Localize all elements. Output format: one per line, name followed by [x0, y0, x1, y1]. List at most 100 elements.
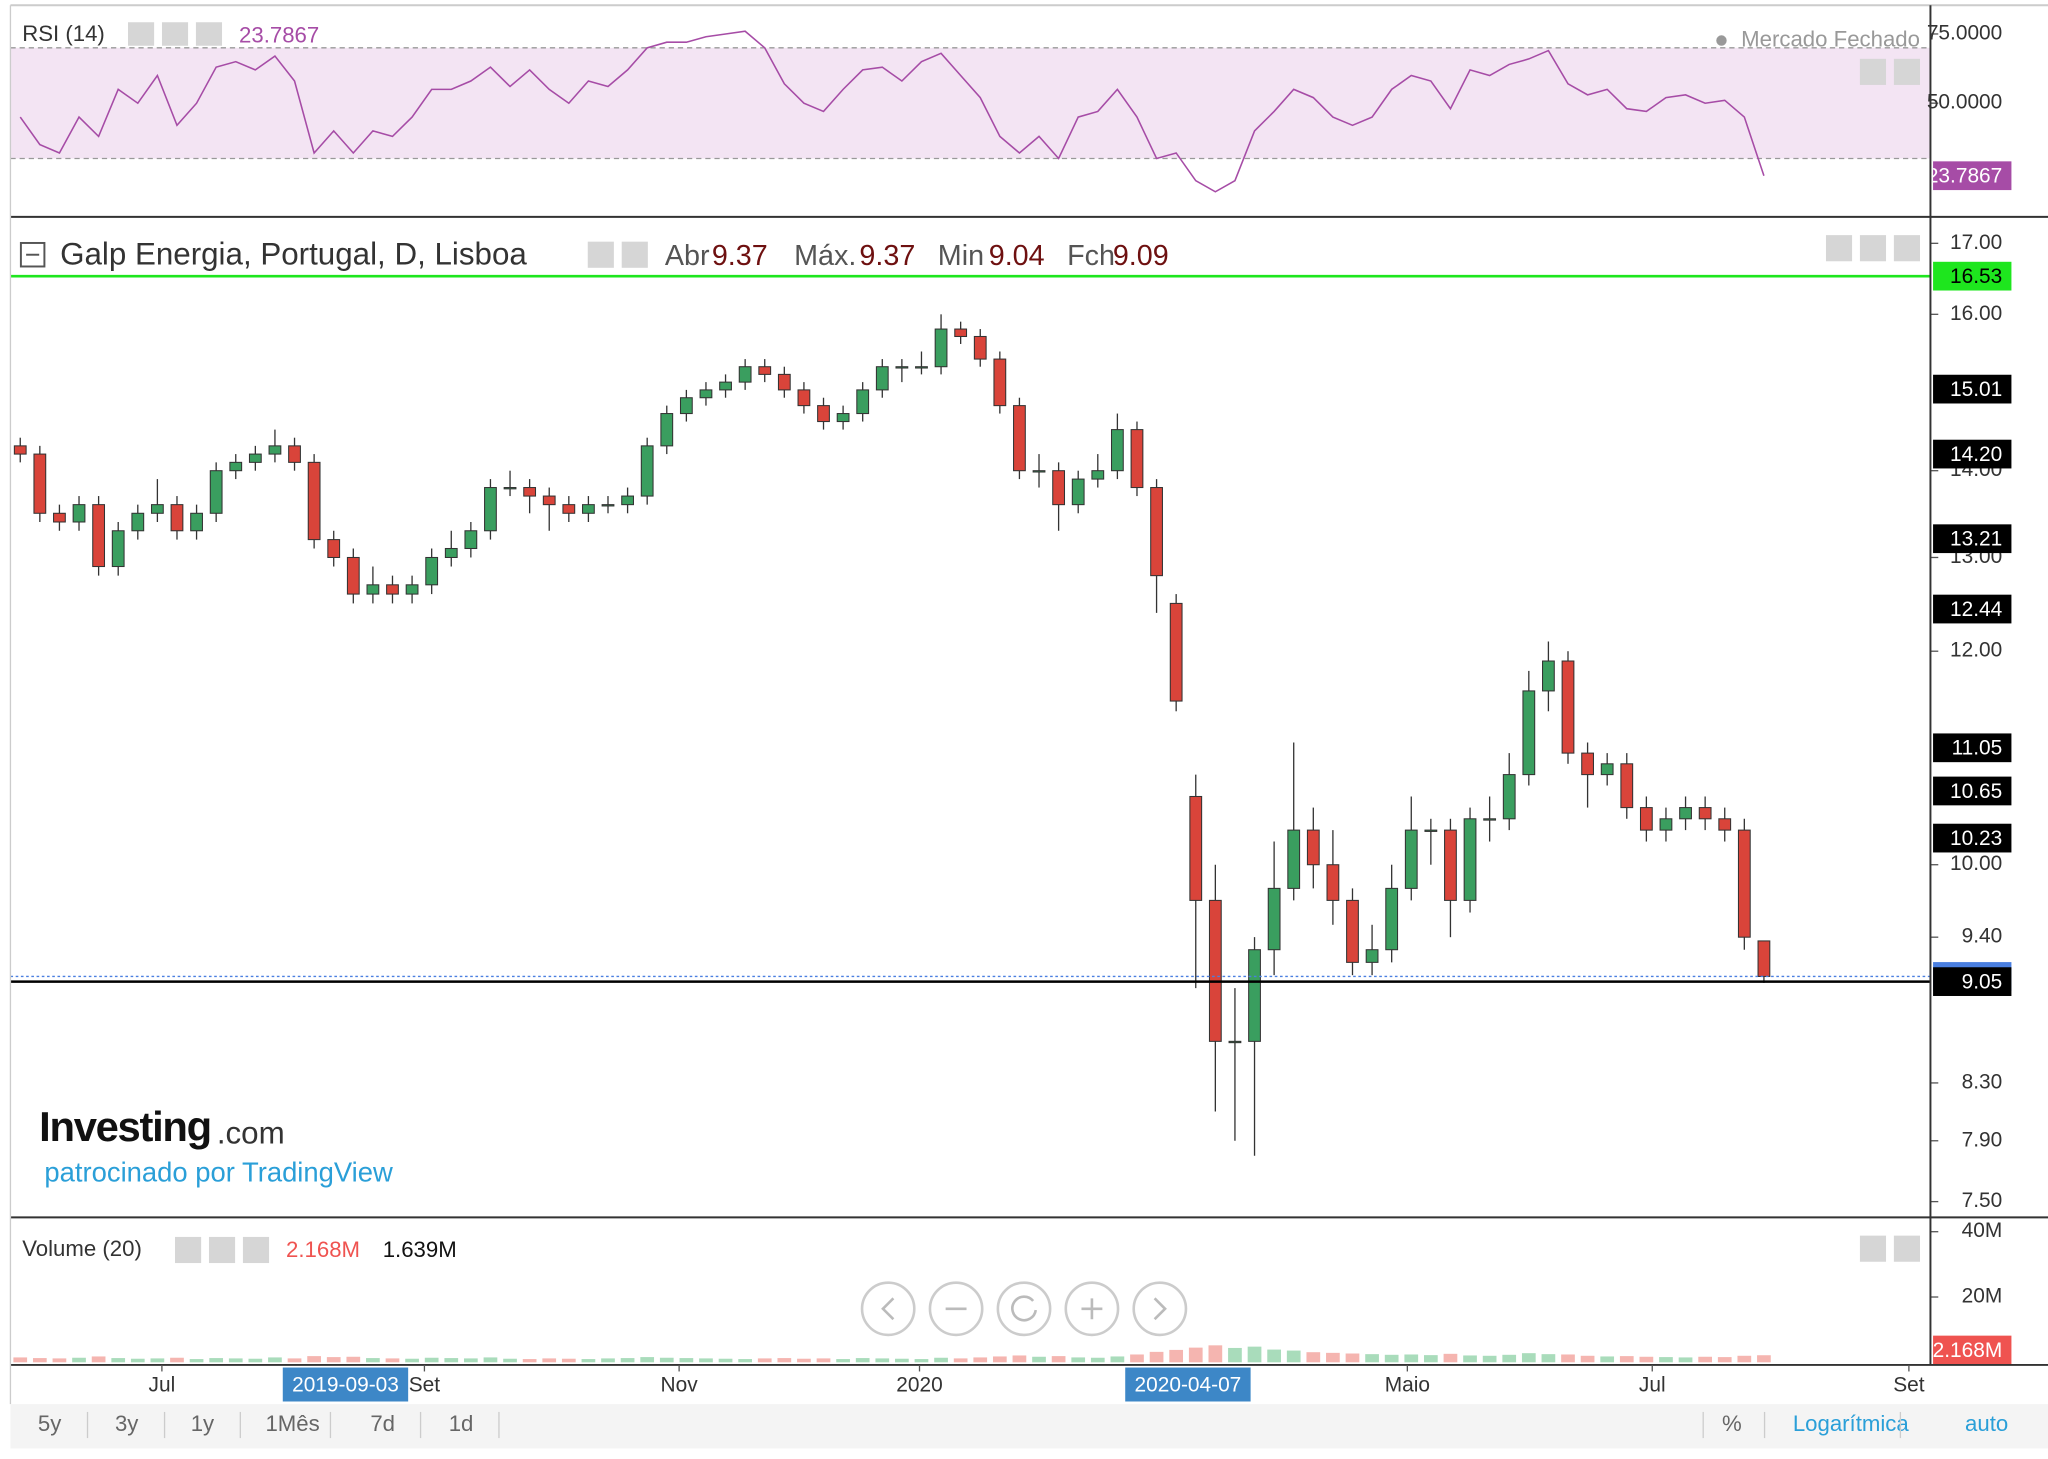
- volume-bar: [91, 1356, 106, 1363]
- logo-suffix: .com: [217, 1115, 285, 1150]
- volume-bar: [424, 1357, 439, 1363]
- rsi-icons[interactable]: [128, 22, 223, 46]
- x-tick-label: Jul: [149, 1373, 176, 1396]
- price-level-label: 15.01: [1950, 378, 2002, 401]
- candle-body: [170, 504, 184, 532]
- x-tick-label: Jul: [1639, 1373, 1666, 1396]
- candle-body: [268, 445, 282, 455]
- volume-bar: [1345, 1353, 1360, 1363]
- candle-body: [1542, 660, 1555, 692]
- candle-body: [1561, 660, 1575, 754]
- volume-bar: [72, 1357, 86, 1363]
- y-tick-label: 20M: [1962, 1285, 2003, 1308]
- pane-buttons[interactable]: [1825, 58, 1920, 1262]
- volume-bar: [581, 1359, 596, 1363]
- volume-bar: [1365, 1354, 1379, 1363]
- candle-body: [1169, 602, 1183, 702]
- volume-bar: [1541, 1354, 1556, 1363]
- candle-body: [111, 530, 125, 568]
- volume-bar: [1071, 1357, 1086, 1363]
- candle-body: [895, 366, 909, 369]
- period-button[interactable]: 1d: [449, 1411, 474, 1436]
- volume-bar: [1698, 1356, 1712, 1363]
- candle-body: [523, 487, 537, 497]
- price-level-label-bg: [1933, 261, 2012, 291]
- ohlc-value: 9.37: [859, 240, 915, 272]
- candle-body: [288, 445, 301, 463]
- volume-bar: [1463, 1355, 1477, 1363]
- candle-body: [817, 405, 830, 423]
- period-button[interactable]: 7d: [370, 1411, 395, 1436]
- candle-body: [72, 504, 86, 523]
- volume-bar: [1110, 1356, 1125, 1363]
- candle-body: [209, 470, 223, 514]
- volume-bar: [640, 1357, 655, 1363]
- candle-body: [1248, 949, 1261, 1042]
- toolbar-option[interactable]: auto: [1965, 1411, 2008, 1436]
- period-button[interactable]: 1y: [191, 1411, 215, 1436]
- y-tick-label: 75.0000: [1927, 21, 2002, 44]
- volume-bar: [895, 1358, 909, 1363]
- toolbar-option[interactable]: Logarítmica: [1793, 1411, 1910, 1436]
- price-level-label: 12.44: [1950, 598, 2002, 621]
- price-level-label-bg: [1933, 823, 2012, 853]
- price-level-label: 9.05: [1962, 970, 2003, 993]
- candle-body: [484, 487, 497, 532]
- volume-bar: [13, 1357, 28, 1363]
- candle-body: [131, 512, 145, 532]
- volume-bar: [150, 1358, 165, 1363]
- volume-bar: [326, 1357, 341, 1363]
- period-button[interactable]: 5y: [38, 1411, 62, 1436]
- candle-body: [1130, 429, 1144, 489]
- candle-body: [1522, 690, 1536, 776]
- candle-body: [1150, 487, 1163, 577]
- candle-body: [1189, 795, 1203, 901]
- volume-bar: [1286, 1350, 1301, 1363]
- volume-bar: [307, 1356, 321, 1363]
- volume-bar: [1326, 1352, 1340, 1363]
- x-tick-label: Nov: [661, 1373, 699, 1396]
- volume-bar: [1188, 1347, 1203, 1363]
- volume-bar: [1737, 1355, 1752, 1363]
- price-icons[interactable]: [19, 241, 648, 268]
- candle-body: [444, 547, 458, 559]
- ohlc-label: Máx.: [794, 240, 856, 272]
- y-tick-label: 7.50: [1962, 1189, 2003, 1212]
- volume-icons[interactable]: [175, 1236, 270, 1264]
- volume-bar: [52, 1358, 67, 1363]
- candle-body: [1639, 807, 1653, 831]
- candle-body: [1306, 829, 1320, 866]
- volume-bar: [1443, 1353, 1458, 1363]
- volume-bar: [1600, 1356, 1615, 1363]
- volume-bar: [777, 1358, 792, 1363]
- price-level-label-bg: [1933, 733, 2012, 763]
- volume-bar: [1424, 1355, 1438, 1363]
- period-button[interactable]: 3y: [115, 1411, 139, 1436]
- period-button[interactable]: 1Mês: [265, 1411, 319, 1436]
- rsi-band: [10, 47, 1931, 159]
- volume-bar: [1757, 1355, 1771, 1363]
- candle-body: [1424, 829, 1438, 832]
- volume-bar: [797, 1358, 811, 1363]
- date-marker: 2020-04-07: [1135, 1373, 1242, 1396]
- candle-body: [307, 461, 321, 541]
- nav-buttons[interactable]: [860, 1281, 1188, 1337]
- volume-bar: [346, 1356, 361, 1363]
- candle-body: [386, 584, 399, 595]
- ohlc-label: Min: [938, 240, 984, 272]
- candle-body: [542, 495, 556, 506]
- candle-body: [1267, 887, 1281, 951]
- toolbar-option[interactable]: %: [1722, 1411, 1742, 1436]
- ohlc-label: Fch: [1067, 240, 1115, 272]
- y-tick-label: 40M: [1962, 1219, 2003, 1242]
- volume-bar: [601, 1358, 615, 1363]
- candle-body: [758, 366, 772, 375]
- candle-body: [503, 487, 517, 490]
- volume-bar: [718, 1358, 733, 1363]
- volume-bar: [1659, 1357, 1673, 1363]
- price-level-label-bg: [1933, 524, 2012, 554]
- candle-body: [973, 335, 987, 360]
- candle-body: [640, 445, 654, 497]
- candle-body: [1718, 818, 1732, 831]
